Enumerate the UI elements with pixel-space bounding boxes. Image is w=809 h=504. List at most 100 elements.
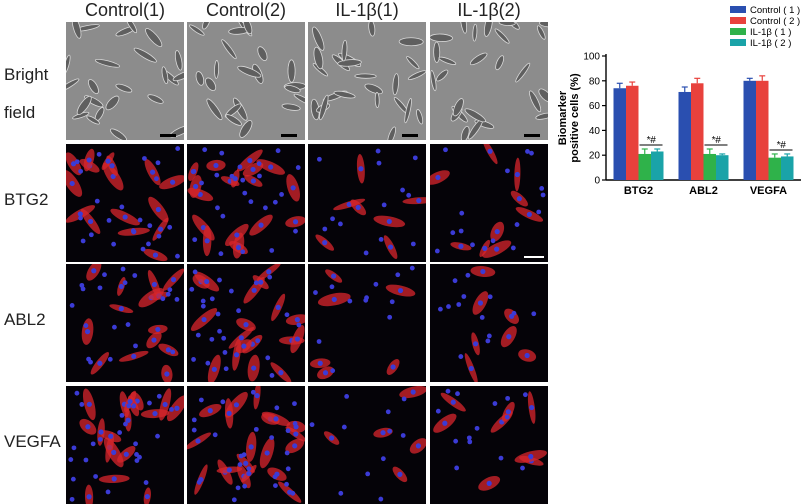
cell-shape xyxy=(224,103,242,118)
nucleus xyxy=(285,466,291,472)
legend-swatch xyxy=(730,17,746,24)
nucleus xyxy=(130,228,136,234)
nucleus xyxy=(79,402,85,407)
scale-bar xyxy=(281,134,297,137)
row-label-abl2: ABL2 xyxy=(4,310,46,329)
column-header-il1b-2: IL-1β(2) xyxy=(457,0,521,20)
cell-shape xyxy=(115,83,133,93)
nucleus xyxy=(256,161,262,167)
cell-shape xyxy=(161,66,169,85)
nucleus xyxy=(294,317,300,323)
nucleus xyxy=(83,457,89,463)
nucleus xyxy=(199,180,204,186)
nucleus xyxy=(494,246,500,252)
nucleus xyxy=(220,213,226,219)
nucleus xyxy=(243,460,249,466)
cell-shape xyxy=(469,52,488,66)
nucleus xyxy=(275,148,281,154)
nucleus xyxy=(251,287,257,293)
cell-shape xyxy=(539,22,548,28)
nucleus xyxy=(251,365,257,371)
nucleus xyxy=(211,366,217,372)
stained-cell xyxy=(482,144,498,165)
cell-shape xyxy=(494,28,510,44)
nucleus xyxy=(170,349,176,355)
nucleus xyxy=(214,172,220,178)
cell-shape xyxy=(86,115,100,125)
cell-shape xyxy=(257,46,268,61)
nucleus xyxy=(242,190,248,196)
micrograph-panel xyxy=(308,144,426,262)
nucleus xyxy=(397,471,403,477)
cell-shape xyxy=(195,71,205,86)
nucleus xyxy=(70,161,77,167)
nucleus xyxy=(112,324,117,330)
nucleus xyxy=(106,217,112,223)
nucleus xyxy=(118,306,124,312)
scale-bar xyxy=(160,134,176,137)
nucleus xyxy=(222,350,228,355)
micrograph-panel xyxy=(66,144,184,262)
micrograph-image xyxy=(187,147,305,259)
nucleus xyxy=(174,405,180,411)
cell-shape xyxy=(535,112,548,120)
nucleus xyxy=(522,392,528,398)
nucleus xyxy=(205,360,211,366)
nucleus xyxy=(387,244,394,250)
nucleus xyxy=(78,215,83,221)
cell-shape xyxy=(430,70,437,92)
cell-shape xyxy=(202,22,211,30)
nucleus xyxy=(108,433,114,439)
micrograph-panel xyxy=(430,22,548,140)
cell-shape xyxy=(368,22,376,37)
nucleus xyxy=(293,431,299,437)
nucleus xyxy=(378,496,384,502)
nucleus xyxy=(107,356,113,362)
nucleus xyxy=(329,435,335,441)
nucleus xyxy=(209,336,215,342)
nucleus xyxy=(295,165,301,170)
nucleus xyxy=(329,284,335,290)
micrograph-panel xyxy=(187,144,305,262)
nucleus xyxy=(442,420,448,426)
nucleus xyxy=(467,439,473,445)
bar xyxy=(781,156,794,180)
nucleus xyxy=(330,216,335,222)
scale-bar xyxy=(524,134,540,137)
nucleus xyxy=(466,435,472,441)
nucleus xyxy=(265,355,271,361)
nucleus xyxy=(272,474,278,480)
nucleus xyxy=(273,483,278,489)
nucleus xyxy=(151,281,157,288)
nucleus xyxy=(96,151,102,157)
nucleus xyxy=(322,240,328,246)
nucleus xyxy=(458,243,464,249)
nucleus xyxy=(226,410,232,416)
nucleus xyxy=(215,205,220,211)
nucleus xyxy=(122,214,128,220)
nucleus xyxy=(91,268,97,274)
cell-shape xyxy=(214,60,220,79)
nucleus xyxy=(165,291,171,297)
y-tick-label: 20 xyxy=(589,151,601,162)
nucleus xyxy=(258,279,264,285)
nucleus xyxy=(505,409,511,415)
micrograph-panel xyxy=(430,264,548,382)
nucleus xyxy=(445,388,451,394)
nucleus xyxy=(69,496,75,502)
nucleus xyxy=(155,433,160,439)
cell-shape xyxy=(529,90,542,113)
nucleus xyxy=(331,273,337,279)
nucleus xyxy=(192,237,198,243)
nucleus xyxy=(290,490,296,496)
nucleus xyxy=(487,148,493,154)
nucleus xyxy=(397,287,404,294)
nucleus xyxy=(292,443,298,449)
micrograph-image xyxy=(69,264,184,382)
nucleus xyxy=(218,251,224,257)
cell-shape xyxy=(406,56,420,70)
x-tick-label: BTG2 xyxy=(624,185,653,197)
cell-shape xyxy=(438,56,457,65)
nucleus xyxy=(516,196,522,202)
nucleus xyxy=(80,286,86,292)
